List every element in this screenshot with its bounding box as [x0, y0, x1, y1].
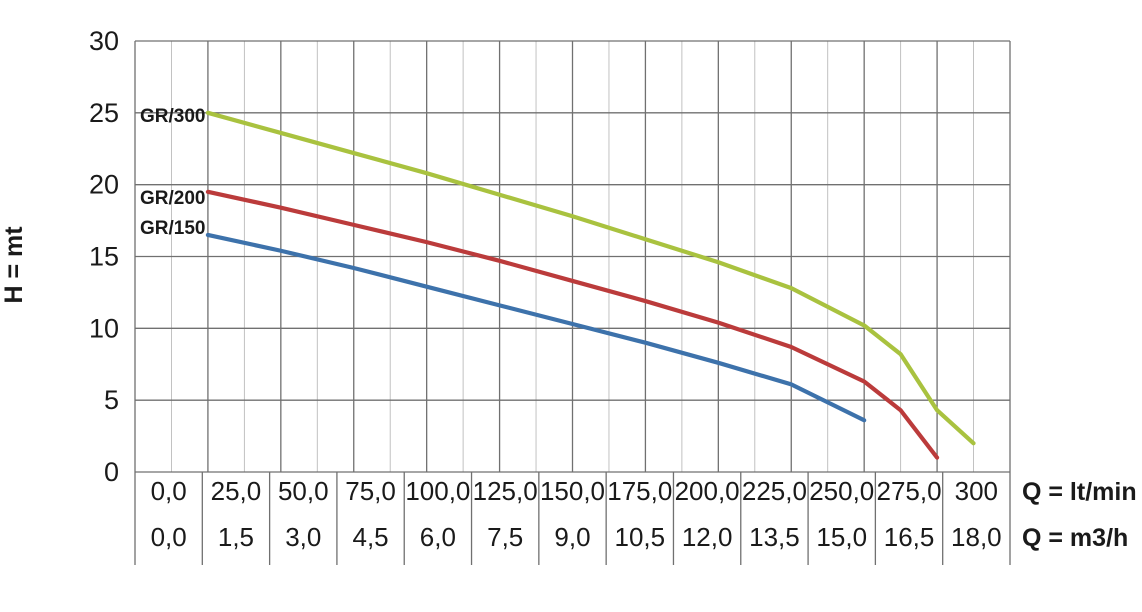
svg-text:Q = lt/min: Q = lt/min	[1022, 478, 1137, 506]
svg-text:100,0: 100,0	[405, 476, 470, 506]
svg-text:3,0: 3,0	[285, 522, 321, 552]
svg-text:200,0: 200,0	[675, 476, 740, 506]
svg-text:15: 15	[89, 242, 119, 272]
svg-text:GR/300: GR/300	[140, 106, 205, 127]
svg-text:125,0: 125,0	[473, 476, 538, 506]
svg-text:15,0: 15,0	[816, 522, 867, 552]
svg-text:0,0: 0,0	[151, 522, 187, 552]
svg-text:12,0: 12,0	[682, 522, 733, 552]
svg-text:H = mt: H = mt	[0, 226, 28, 304]
svg-text:75,0: 75,0	[345, 476, 396, 506]
svg-text:25: 25	[89, 98, 119, 128]
svg-text:50,0: 50,0	[278, 476, 329, 506]
svg-text:20: 20	[89, 170, 119, 200]
svg-text:4,5: 4,5	[353, 522, 389, 552]
svg-text:0,0: 0,0	[151, 476, 187, 506]
svg-text:18,0: 18,0	[951, 522, 1002, 552]
svg-text:150,0: 150,0	[540, 476, 605, 506]
svg-text:225,0: 225,0	[742, 476, 807, 506]
svg-text:10: 10	[89, 313, 119, 343]
svg-text:5: 5	[104, 385, 119, 415]
svg-text:10,5: 10,5	[615, 522, 666, 552]
svg-text:Q = m3/h: Q = m3/h	[1022, 524, 1128, 552]
svg-text:16,5: 16,5	[884, 522, 935, 552]
svg-text:30: 30	[89, 26, 119, 56]
svg-text:9,0: 9,0	[554, 522, 590, 552]
svg-text:GR/150: GR/150	[140, 218, 205, 239]
svg-text:250,0: 250,0	[809, 476, 874, 506]
svg-text:300: 300	[955, 476, 998, 506]
svg-text:GR/200: GR/200	[140, 188, 205, 209]
svg-text:25,0: 25,0	[211, 476, 262, 506]
svg-text:6,0: 6,0	[420, 522, 456, 552]
svg-text:175,0: 175,0	[607, 476, 672, 506]
svg-text:13,5: 13,5	[749, 522, 800, 552]
svg-text:1,5: 1,5	[218, 522, 254, 552]
svg-text:0: 0	[104, 457, 119, 487]
svg-text:275,0: 275,0	[877, 476, 942, 506]
svg-text:7,5: 7,5	[487, 522, 523, 552]
